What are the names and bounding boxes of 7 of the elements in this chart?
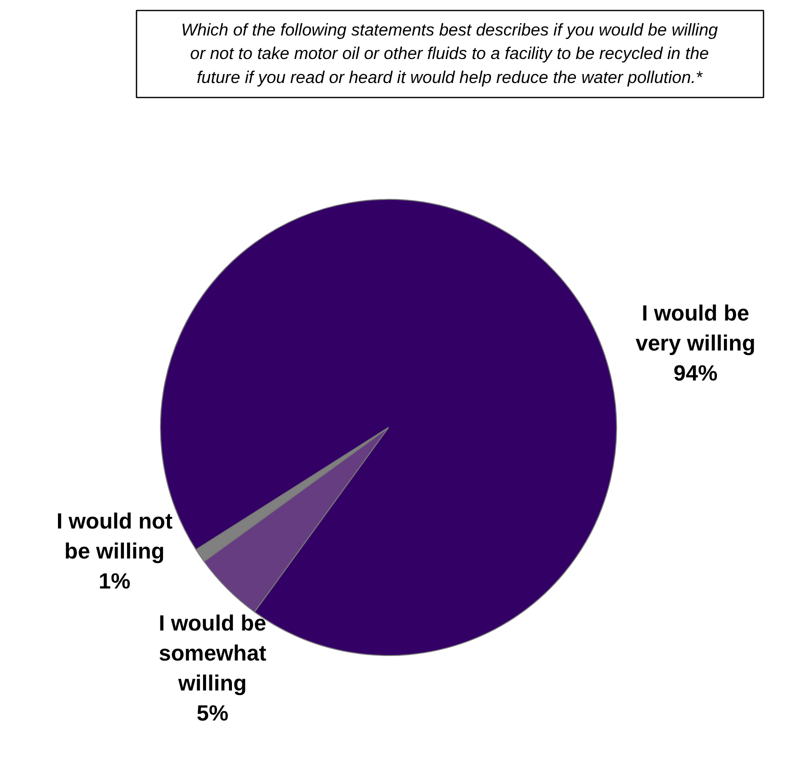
data-label: 5% [196,700,228,726]
chart-title: Which of the following statements best describes if you would be willing or not to take motor oil or other fluids to a facility to be recycled in the future if you read or heard it would help reduce the water pollution.* [181,20,718,87]
slice-label: I would be somewhat willing [158,610,267,696]
data-label: 94% [673,360,718,386]
data-label: 1% [98,568,130,594]
slice-label: I would be very willing [636,300,756,356]
slice-label: I would not be willing [56,508,174,564]
